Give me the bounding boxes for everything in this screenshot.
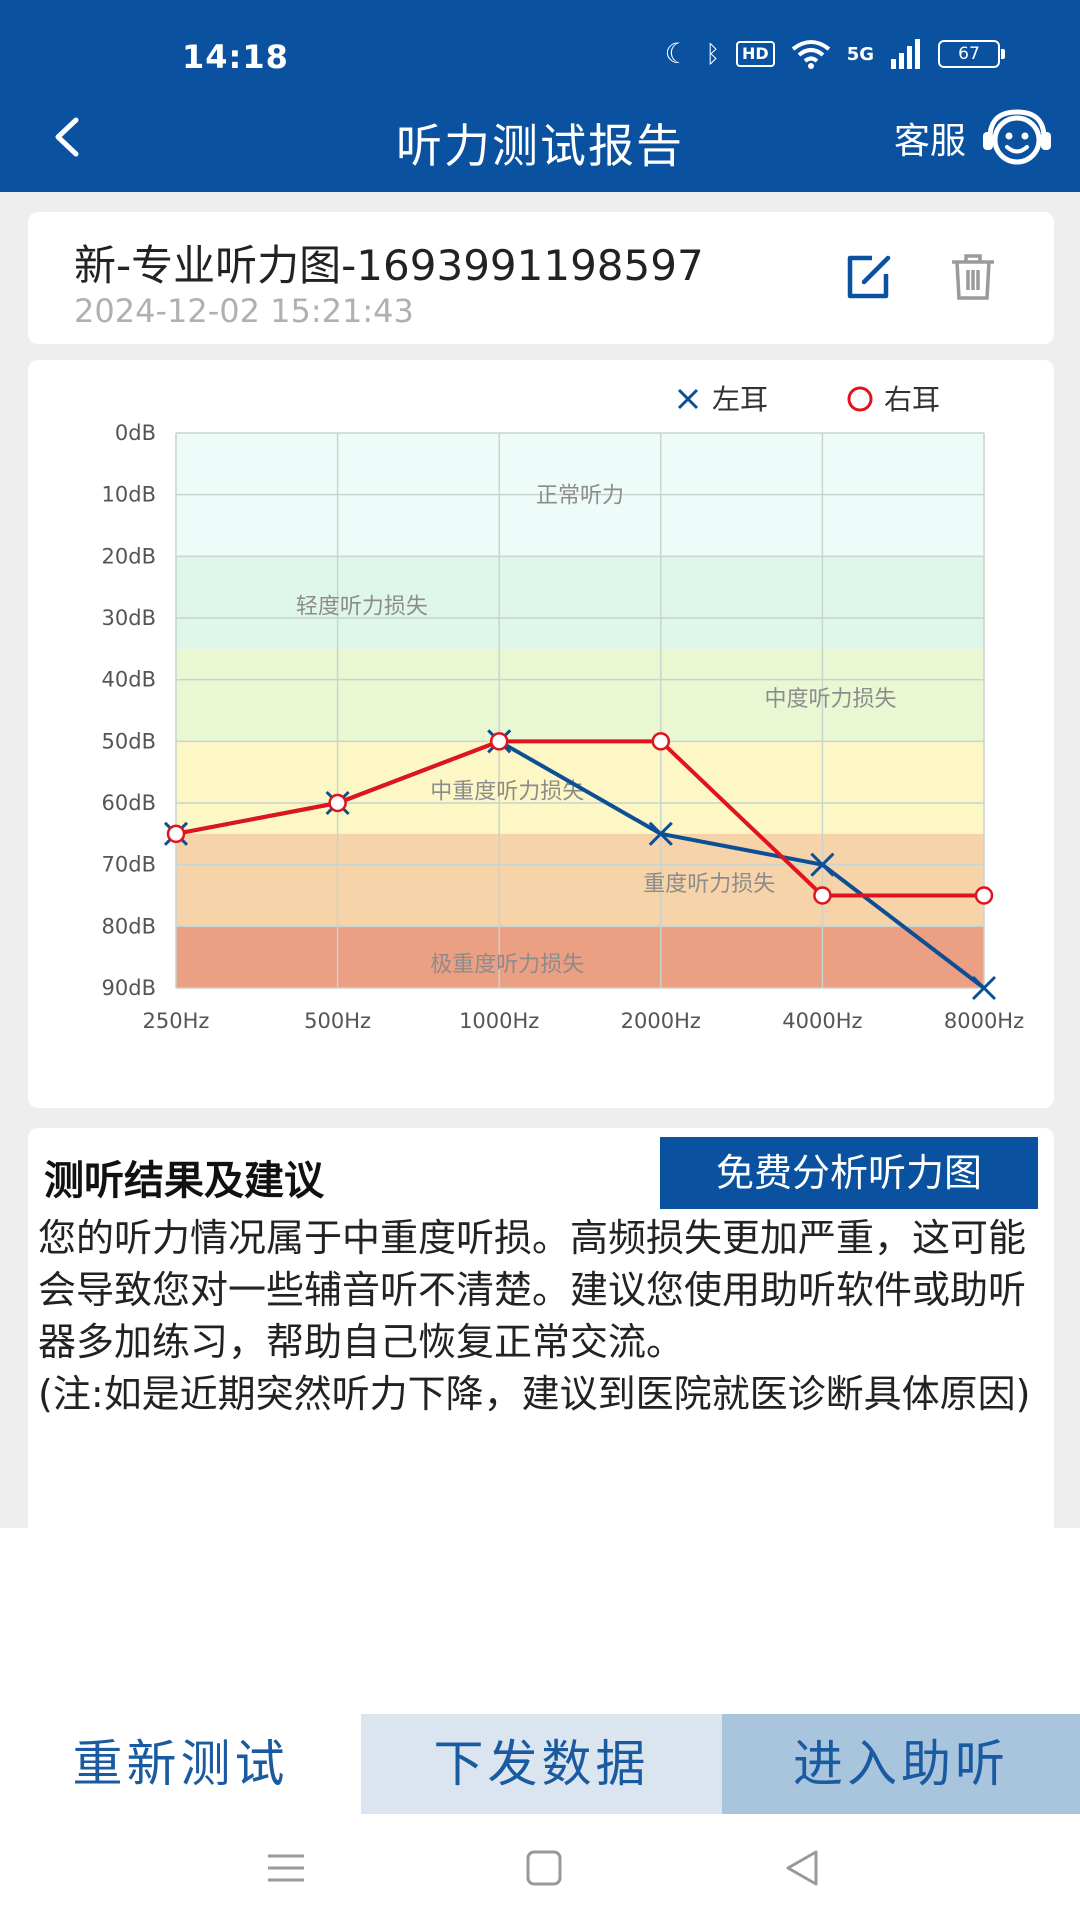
enter-hearing-aid-button[interactable]: 进入助听 [722,1714,1080,1814]
hearing-band-2 [176,648,984,742]
audiogram-card: 0dB 10dB 20dB 30dB 40dB 50dB 60dB 70dB 80dB 90dB 2… [28,360,1054,1108]
zone-label: 中度听力损失 [764,687,896,712]
y-tick-label: 20dB [102,544,156,568]
right-ear-point [489,732,509,751]
record-date: 2024-12-02 15:21:43 [74,292,414,330]
y-tick-label: 50dB [102,729,156,753]
right-ear-point [651,732,671,751]
status-icons: ☾ ᛒ HD 5G 67 [664,36,1005,72]
edit-button[interactable] [842,250,896,304]
hearing-band-4 [176,833,984,927]
customer-service-label: 客服 [893,121,966,162]
x-tick-label: 1000Hz [459,1009,539,1033]
send-data-button[interactable]: 下发数据 [361,1714,722,1814]
right-ear-point [974,886,994,905]
home-icon [526,1850,562,1886]
bluetooth-icon: ᛒ [705,40,721,68]
zone-label: 重度听力损失 [643,872,775,897]
series-line-right-ear [175,739,984,898]
zone-label: 正常听力 [536,484,624,509]
network-type: 5G [846,43,874,65]
chevron-left-icon [55,117,79,157]
back-button[interactable] [44,112,94,162]
system-nav-bar [0,1814,1080,1920]
page-title: 听力测试报告 [396,119,684,173]
y-tick-label: 90dB [102,976,156,1000]
x-tick-label: 8000Hz [944,1009,1024,1033]
free-analysis-button[interactable]: 免费分析听力图 [660,1137,1038,1209]
result-note: (注:如是近期突然听力下降，建议到医院就医诊断具体原因) [38,1372,1031,1416]
x-tick-label: 4000Hz [782,1009,862,1033]
x-tick-label: 250Hz [143,1009,210,1033]
menu-nav-button[interactable] [256,1844,316,1892]
signal-icon [891,39,920,69]
legend-marker-right-ear [847,386,873,412]
legend-label: 左耳 [712,383,768,416]
trash-icon [952,254,994,300]
left-ear-point [971,975,997,1001]
record-name: 新-专业听力图-1693991198597 [74,241,704,290]
y-tick-label: 70dB [102,853,156,877]
y-tick-label: 30dB [102,606,156,630]
app-header: 14:18 ☾ ᛒ HD 5G 67 听力测试报告 客服 [0,0,1080,192]
y-tick-label: 60dB [102,791,156,815]
moon-icon: ☾ [664,37,690,70]
x-tick-label: 2000Hz [621,1009,701,1033]
retest-button[interactable]: 重新测试 [0,1714,361,1814]
legend-label: 右耳 [884,383,940,416]
y-tick-label: 40dB [102,668,156,692]
y-tick-label: 80dB [102,914,156,938]
menu-icon [268,1854,304,1882]
y-tick-label: 10dB [102,483,156,507]
back-nav-button[interactable] [772,1844,832,1892]
zone-label: 极重度听力损失 [430,952,584,977]
result-summary: 您的听力情况属于中重度听损。高频损失更加严重，这可能会导致您对一些辅音听不清楚。… [38,1216,1027,1364]
delete-button[interactable] [948,250,998,304]
record-card: 新-专业听力图-1693991198597 2024-12-02 15:21:4… [28,212,1054,344]
headset-smiley-icon [983,109,1051,165]
hearing-band-5 [176,926,984,988]
left-ear-point [810,852,835,877]
legend-marker-left-ear [677,388,699,410]
edit-icon [847,255,891,299]
right-ear-point [328,793,347,813]
triangle-back-icon [786,1850,818,1886]
left-ear-point [648,821,673,846]
result-text: 您的听力情况属于中重度听损。高频损失更加严重，这可能会导致您对一些辅音听不清楚。… [38,1212,1044,1420]
wifi-icon [791,40,830,69]
right-ear-point [166,824,186,844]
home-nav-button[interactable] [514,1844,574,1892]
hearing-band-1 [176,556,984,649]
battery-indicator: 67 [938,40,1005,68]
x-tick-label: 500Hz [304,1009,371,1033]
right-ear-point [813,886,832,905]
zone-label: 中重度听力损失 [430,780,584,805]
result-title: 测听结果及建议 [44,1158,324,1204]
status-time: 14:18 [182,38,289,76]
y-tick-label: 0dB [115,421,156,445]
customer-service-button[interactable]: 客服 [894,108,1054,168]
hd-badge: HD [736,41,775,67]
zone-label: 轻度听力损失 [296,595,428,620]
result-card: 测听结果及建议 免费分析听力图 您的听力情况属于中重度听损。高频损失更加严重，这… [28,1128,1054,1528]
audiogram-chart: 0dB 10dB 20dB 30dB 40dB 50dB 60dB 70dB 80dB 90dB 2… [102,383,1025,1033]
